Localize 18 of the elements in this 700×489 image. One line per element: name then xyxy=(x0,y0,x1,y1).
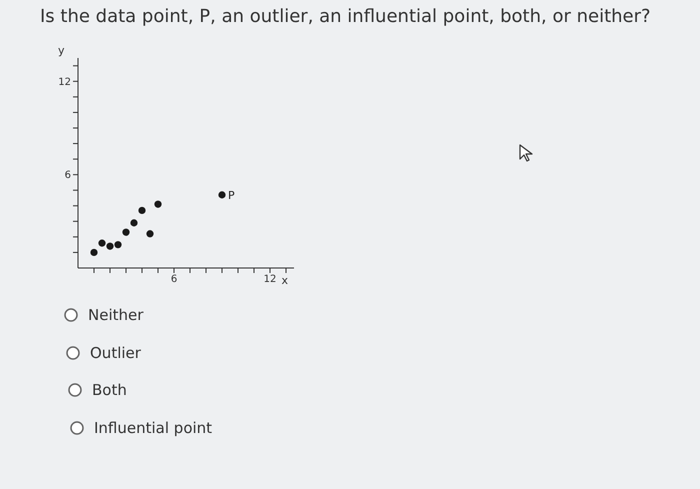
point xyxy=(106,242,114,250)
text: Is the data point, P, an outlier, an influential point, both, or neither? xyxy=(40,6,651,27)
text: Influential point xyxy=(94,418,212,436)
point xyxy=(138,206,146,214)
text: Outlier xyxy=(90,344,141,362)
point xyxy=(90,248,98,256)
point xyxy=(146,230,154,238)
annotation: P xyxy=(228,188,235,202)
y-axis-title: y xyxy=(58,44,65,57)
point xyxy=(122,228,130,236)
point xyxy=(98,240,106,247)
point xyxy=(114,241,122,248)
point xyxy=(218,191,226,198)
point xyxy=(154,200,162,208)
point xyxy=(130,219,138,226)
text: Neither xyxy=(88,306,144,324)
x-axis-title: x xyxy=(281,274,288,287)
text: Both xyxy=(92,381,127,399)
